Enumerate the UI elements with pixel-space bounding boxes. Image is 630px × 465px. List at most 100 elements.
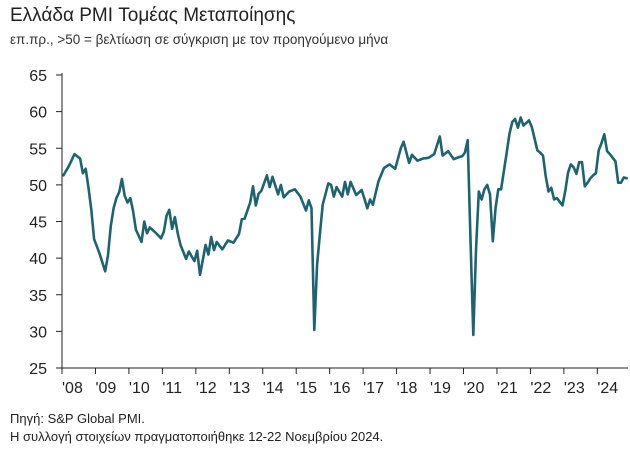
data-point [335, 186, 338, 189]
data-point [519, 116, 522, 119]
data-point [168, 208, 171, 211]
data-point [227, 239, 229, 242]
data-point [93, 238, 95, 241]
data-point [514, 118, 516, 120]
data-point [252, 185, 254, 188]
data-point [466, 139, 469, 142]
data-point [530, 126, 533, 128]
data-point [84, 167, 87, 170]
x-tick-label: '17 [363, 380, 384, 397]
data-point [511, 121, 514, 123]
data-point [528, 119, 530, 122]
y-tick-label: 25 [29, 361, 47, 378]
x-tick-label: '15 [296, 380, 317, 397]
data-point [497, 188, 500, 191]
data-point [578, 161, 581, 164]
data-point [199, 274, 201, 276]
data-point [614, 160, 617, 163]
data-point [539, 151, 542, 154]
data-point [109, 225, 112, 227]
x-tick-label: '09 [95, 380, 116, 397]
data-point [87, 186, 90, 189]
pmi-series-line [62, 116, 628, 337]
data-point [62, 174, 65, 177]
data-point [185, 258, 188, 260]
data-point [522, 124, 525, 127]
data-point [112, 207, 115, 210]
data-point [310, 207, 313, 210]
chart-subtitle: επ.πρ., >50 = βελτίωση σε σύγκριση με το… [10, 32, 389, 47]
data-point [171, 227, 174, 230]
data-point [394, 167, 397, 170]
data-point [260, 189, 263, 192]
data-point [104, 270, 107, 273]
data-point [146, 232, 148, 235]
data-point [210, 236, 213, 238]
data-point [486, 184, 489, 186]
data-point [606, 150, 608, 153]
data-point [399, 147, 402, 150]
data-point [583, 185, 586, 188]
data-point [154, 231, 157, 234]
data-point [422, 157, 424, 160]
data-point [500, 188, 502, 191]
data-point [319, 233, 321, 235]
y-tick-label: 60 [29, 105, 47, 122]
y-tick-label: 40 [29, 251, 47, 268]
data-point [349, 181, 352, 183]
data-point [572, 166, 575, 169]
data-point [215, 241, 218, 243]
data-point [575, 173, 578, 175]
data-point [603, 133, 606, 136]
data-point [458, 156, 461, 158]
x-tick-label: '18 [397, 380, 418, 397]
data-point [411, 153, 413, 156]
data-point [388, 163, 391, 166]
data-point [188, 250, 190, 253]
data-point [491, 240, 494, 243]
data-point [561, 204, 564, 207]
data-point [123, 195, 126, 197]
data-point [377, 180, 380, 183]
data-point [121, 178, 123, 180]
x-tick-label: '14 [263, 380, 284, 397]
data-point [135, 228, 137, 231]
data-point [461, 155, 463, 158]
data-point [257, 192, 260, 195]
data-point [266, 174, 268, 177]
x-tick-label: '20 [463, 380, 484, 397]
data-point [508, 132, 511, 135]
data-point [118, 191, 121, 194]
data-point [238, 233, 240, 235]
data-point [433, 153, 436, 156]
data-point [480, 198, 483, 201]
data-point [383, 167, 385, 169]
data-point [73, 153, 76, 156]
data-point [98, 252, 101, 255]
data-point [299, 195, 302, 198]
data-point [595, 172, 597, 175]
data-point [609, 153, 611, 156]
data-point [271, 175, 274, 178]
data-point [307, 199, 310, 202]
data-point [140, 241, 143, 243]
data-point [355, 194, 358, 197]
x-tick-label: '11 [162, 380, 182, 397]
data-point [165, 214, 168, 217]
chart-title: Ελλάδα PMI Τομέας Μεταποίησης [10, 5, 296, 26]
data-point [179, 244, 182, 246]
x-tick-label: '19 [430, 380, 451, 397]
data-point [132, 210, 135, 213]
x-tick-label: '16 [330, 380, 351, 397]
data-point [68, 164, 70, 167]
source-note: Πηγή: S&P Global PMI. [10, 411, 145, 426]
data-point [617, 181, 620, 184]
data-point [556, 197, 558, 200]
data-point [464, 151, 466, 154]
data-point [207, 253, 210, 256]
data-point [620, 181, 622, 184]
data-point [79, 157, 81, 160]
data-point [293, 188, 296, 191]
data-point [277, 193, 279, 196]
